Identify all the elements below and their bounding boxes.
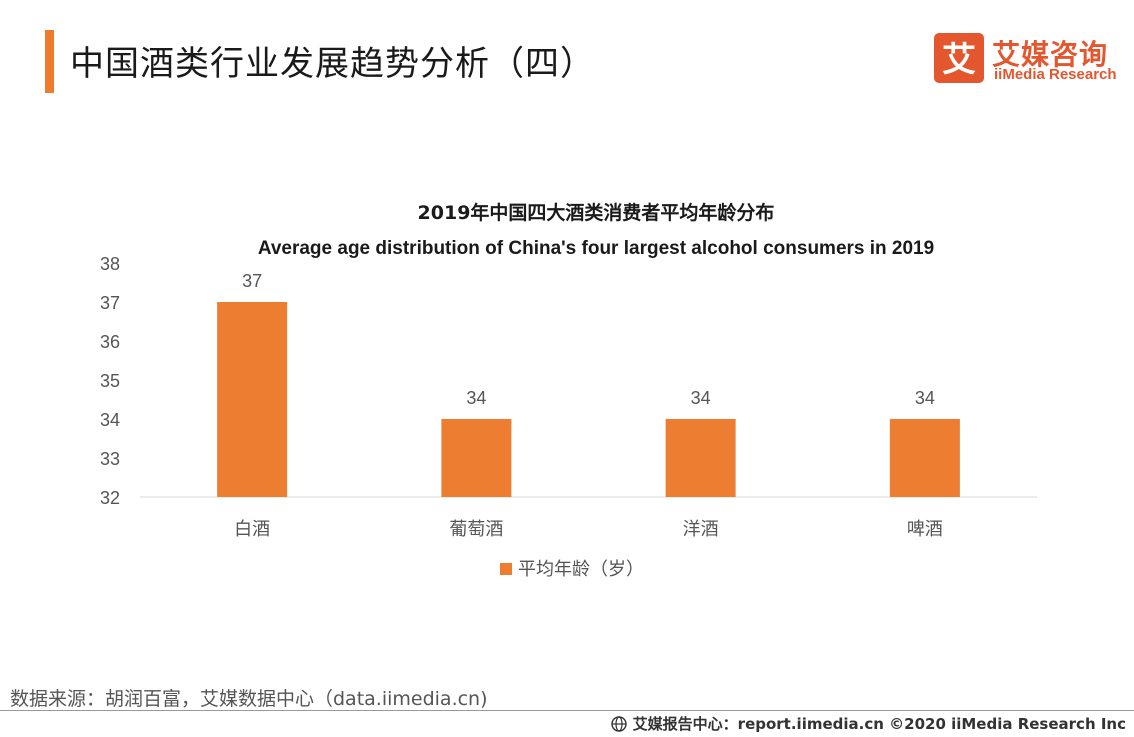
x-tick-label: 葡萄酒 — [449, 519, 503, 540]
data-label: 37 — [242, 271, 262, 291]
y-tick-label: 35 — [100, 371, 120, 391]
logo-en-text: iiMedia Research — [994, 66, 1117, 83]
footer-divider — [0, 710, 1134, 711]
bar — [217, 302, 288, 497]
bar — [665, 419, 736, 497]
title-accent-bar — [45, 30, 54, 93]
logo-mark: 艾 — [934, 33, 984, 83]
data-label: 34 — [466, 388, 486, 408]
y-tick-label: 38 — [100, 254, 120, 274]
legend-swatch — [500, 563, 512, 575]
y-tick-label: 37 — [100, 293, 120, 313]
x-tick-label: 洋酒 — [683, 519, 719, 540]
data-label: 34 — [915, 388, 935, 408]
globe-icon — [610, 715, 627, 732]
x-tick-label: 啤酒 — [907, 519, 943, 540]
y-tick-label: 32 — [100, 488, 120, 508]
y-tick-label: 33 — [100, 449, 120, 469]
data-label: 34 — [691, 388, 711, 408]
logo-mark-char: 艾 — [942, 40, 976, 80]
footer-text: 艾媒报告中心：report.iimedia.cn ©2020 iiMedia R… — [632, 715, 1126, 733]
y-tick-label: 34 — [100, 410, 120, 430]
legend: 平均年龄（岁） — [500, 559, 644, 580]
iimedia-logo: 艾 艾媒咨询 iiMedia Research — [934, 33, 1117, 85]
chart-subtitle: Average age distribution of China's four… — [258, 238, 934, 259]
y-tick-label: 36 — [100, 332, 120, 352]
bar — [441, 419, 512, 497]
legend-label: 平均年龄（岁） — [518, 559, 644, 580]
bars-group: 37 白酒 34 葡萄酒 34 洋酒 34 啤酒 — [217, 271, 960, 540]
page-title: 中国酒类行业发展趋势分析（四） — [70, 44, 595, 84]
source-note: 数据来源：胡润百富，艾媒数据中心（data.iimedia.cn) — [10, 688, 488, 710]
y-axis: 32 33 34 35 36 37 38 — [100, 254, 120, 508]
footer: 艾媒报告中心：report.iimedia.cn ©2020 iiMedia R… — [610, 713, 1126, 734]
x-tick-label: 白酒 — [234, 519, 270, 540]
chart-title: 2019年中国四大酒类消费者平均年龄分布 — [418, 201, 775, 224]
bar — [889, 419, 960, 497]
logo-cn-text: 艾媒咨询 — [992, 38, 1109, 71]
